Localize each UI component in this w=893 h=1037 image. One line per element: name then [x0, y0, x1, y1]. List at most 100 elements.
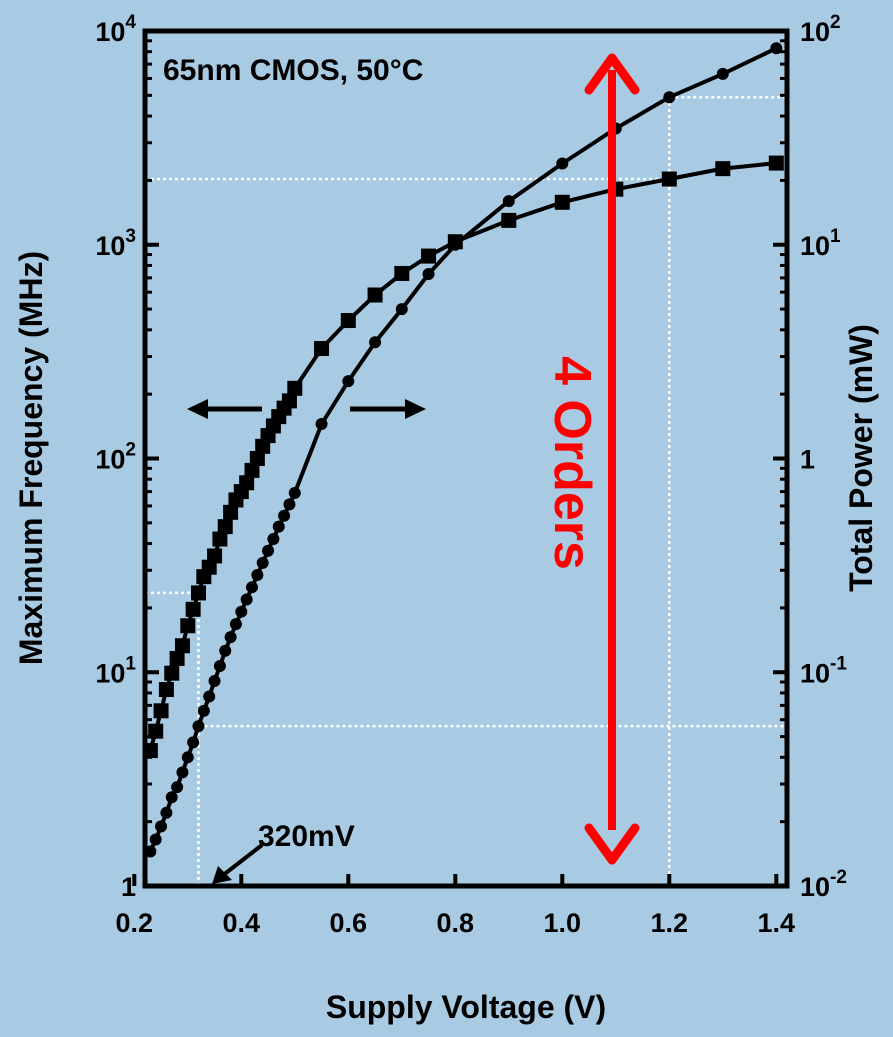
series-0-point-14	[217, 519, 233, 535]
left-axis-arrow-head	[187, 399, 208, 419]
series-line-1	[148, 46, 778, 853]
series-0-point-35	[554, 194, 570, 210]
series-0-point-1	[148, 723, 164, 739]
series-1-point-29	[342, 375, 355, 388]
series-0-point-9	[191, 585, 206, 601]
series-0-point-11	[201, 559, 217, 575]
series-1-point-8	[187, 736, 200, 749]
series-0-point-8	[185, 601, 201, 617]
right-axis-arrow-head	[405, 399, 426, 419]
series-0-point-3	[158, 682, 174, 698]
series-layer	[142, 42, 784, 858]
x-tick-label-6: 1.4	[758, 908, 796, 938]
right-tick-label-0: 10-2	[800, 867, 847, 902]
x-axis-title: Supply Voltage (V)	[326, 989, 606, 1025]
series-0-point-7	[180, 618, 196, 634]
y-axis-title-left: Maximum Frequency (MHz)	[13, 251, 49, 665]
right-tick-label-2: 1	[800, 445, 815, 475]
series-0-point-37	[661, 171, 677, 187]
series-1-point-24	[272, 520, 285, 533]
voltage-pointer-arrow	[212, 843, 264, 884]
series-0-point-15	[223, 504, 239, 520]
series-0-point-19	[244, 462, 260, 478]
series-0-point-38	[715, 161, 731, 177]
series-1-point-17	[235, 605, 248, 618]
series-1-point-23	[267, 533, 280, 546]
series-0-point-28	[314, 341, 330, 357]
left-tick-label-4: 104	[95, 12, 136, 47]
series-direction-arrows	[187, 399, 426, 419]
series-0-point-29	[340, 313, 356, 329]
series-1-point-32	[422, 267, 435, 280]
series-1-point-25	[278, 509, 291, 522]
orders-arrow-head-top	[584, 53, 640, 95]
left-tick-label-1: 101	[95, 653, 136, 688]
series-0-point-13	[212, 531, 228, 547]
series-1-point-15	[224, 631, 237, 644]
series-1-point-14	[219, 644, 232, 657]
series-1-point-4	[165, 791, 178, 804]
axis-ticks	[132, 29, 787, 888]
orders-double-arrow	[584, 53, 640, 865]
x-tick-label-5: 1.2	[651, 908, 689, 938]
series-0-point-32	[421, 248, 437, 264]
series-1-point-12	[208, 675, 221, 688]
series-1-point-5	[171, 781, 184, 794]
x-tick-label-3: 0.8	[437, 908, 475, 938]
x-tick-label-0: 0.2	[116, 908, 154, 938]
voltage-arrow-head	[212, 866, 232, 884]
series-0-point-6	[174, 638, 190, 654]
series-1-point-38	[716, 67, 729, 80]
series-0-point-26	[281, 393, 297, 409]
orders-annotation: 4 Orders	[543, 356, 601, 570]
left-tick-label-3: 103	[95, 226, 136, 261]
series-1-point-16	[229, 618, 242, 631]
right-tick-label-1: 10-1	[800, 653, 847, 688]
series-1-point-6	[176, 766, 189, 779]
series-0-point-20	[249, 451, 265, 466]
x-tick-label-4: 1.0	[544, 908, 582, 938]
series-1-point-13	[213, 659, 226, 672]
series-1-point-10	[197, 704, 210, 717]
series-1-point-3	[160, 806, 173, 819]
series-1-point-20	[251, 569, 264, 582]
series-1-point-35	[556, 157, 569, 170]
right-tick-label-4: 102	[800, 12, 841, 47]
series-0-point-5	[169, 650, 185, 666]
series-0-point-34	[501, 212, 517, 228]
series-1-point-7	[181, 751, 194, 764]
series-0-point-39	[768, 155, 784, 171]
series-0-point-18	[239, 475, 255, 491]
guide-lines	[145, 95, 787, 886]
series-1-point-22	[262, 544, 275, 557]
series-0-point-2	[153, 703, 169, 719]
axis-tick-labels: 0.2 0.4 0.6 0.8 1.0 1.2 1.4 1 101 102 103 104 10-2 10…	[95, 12, 847, 938]
series-1-point-1	[149, 833, 162, 846]
series-1-point-34	[502, 195, 515, 208]
series-1-point-26	[283, 498, 296, 511]
series-1-point-18	[240, 593, 253, 606]
series-0-point-12	[207, 548, 223, 564]
series-1-point-37	[663, 91, 676, 104]
series-1-point-39	[770, 42, 783, 55]
x-tick-label-2: 0.6	[330, 908, 368, 938]
series-1-point-33	[449, 238, 462, 251]
series-1-point-28	[315, 418, 328, 431]
x-tick-label-1: 0.4	[223, 908, 261, 938]
condition-annotation: 65nm CMOS, 50°C	[163, 54, 423, 87]
voltage-annotation: 320mV	[258, 820, 355, 853]
series-1-point-21	[256, 556, 269, 569]
series-1-point-9	[192, 720, 205, 733]
series-0-point-27	[287, 380, 303, 396]
series-0-point-4	[164, 665, 180, 681]
series-1-point-11	[203, 690, 216, 703]
series-1-point-2	[155, 820, 168, 833]
orders-arrow-head-bottom	[584, 823, 640, 865]
left-tick-label-0: 1	[121, 872, 136, 902]
series-1-point-27	[288, 486, 301, 499]
y-axis-title-right: Total Power (mW)	[843, 324, 879, 592]
series-0-point-31	[394, 265, 410, 281]
left-tick-label-2: 102	[95, 440, 136, 475]
